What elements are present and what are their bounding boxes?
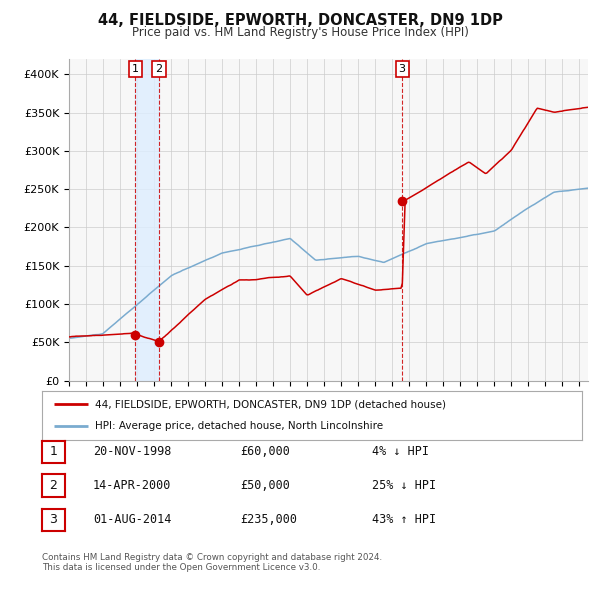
Text: 2: 2 [155,64,163,74]
Text: 01-AUG-2014: 01-AUG-2014 [93,513,172,526]
Text: 1: 1 [49,445,58,458]
Text: 1: 1 [131,64,139,74]
Text: £50,000: £50,000 [240,479,290,492]
Text: Price paid vs. HM Land Registry's House Price Index (HPI): Price paid vs. HM Land Registry's House … [131,26,469,39]
Text: 2: 2 [49,479,58,492]
Text: 25% ↓ HPI: 25% ↓ HPI [372,479,436,492]
Text: HPI: Average price, detached house, North Lincolnshire: HPI: Average price, detached house, Nort… [95,421,383,431]
Text: 4% ↓ HPI: 4% ↓ HPI [372,445,429,458]
Text: Contains HM Land Registry data © Crown copyright and database right 2024.: Contains HM Land Registry data © Crown c… [42,553,382,562]
Text: £60,000: £60,000 [240,445,290,458]
Text: 20-NOV-1998: 20-NOV-1998 [93,445,172,458]
Text: 44, FIELDSIDE, EPWORTH, DONCASTER, DN9 1DP (detached house): 44, FIELDSIDE, EPWORTH, DONCASTER, DN9 1… [95,399,446,409]
Text: 43% ↑ HPI: 43% ↑ HPI [372,513,436,526]
Text: £235,000: £235,000 [240,513,297,526]
Text: 3: 3 [398,64,406,74]
Text: 14-APR-2000: 14-APR-2000 [93,479,172,492]
Text: 3: 3 [49,513,58,526]
Text: 44, FIELDSIDE, EPWORTH, DONCASTER, DN9 1DP: 44, FIELDSIDE, EPWORTH, DONCASTER, DN9 1… [98,13,502,28]
Text: This data is licensed under the Open Government Licence v3.0.: This data is licensed under the Open Gov… [42,563,320,572]
Bar [135,59,159,381]
